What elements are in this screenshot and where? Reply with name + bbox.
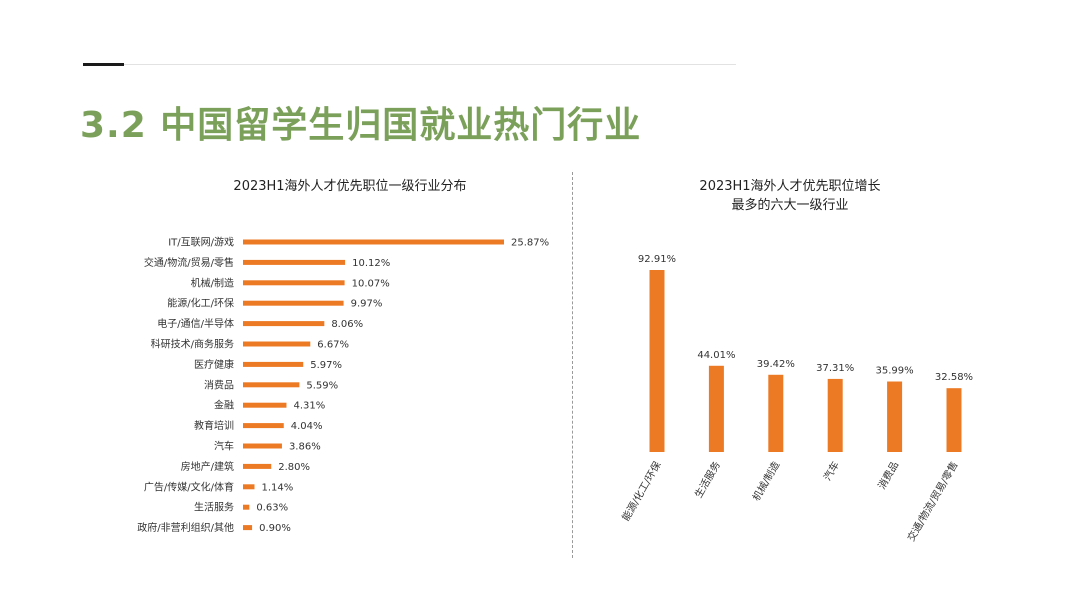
chart-title-line-1: 2023H1海外人才优先职位增长 [699,179,880,194]
value-label: 6.67% [317,340,349,351]
category-label: 金融 [214,399,234,412]
industry-distribution-chart: 2023H1海外人才优先职位一级行业分布 IT/互联网/游戏 25.87% 交通/物… [137,179,549,534]
value-label: 5.97% [310,360,342,371]
category-label: 消费品 [875,459,901,491]
bar [243,382,300,388]
growth-industries-chart: 2023H1海外人才优先职位增长 最多的六大一级行业 92.91% 能源/化工/环… [619,179,973,544]
bar [708,365,724,452]
title-accent-line [83,63,124,66]
value-label: 2.80% [278,462,310,473]
value-label: 37.31% [816,363,854,374]
bar [243,341,311,347]
chart-divider [572,172,573,558]
category-label: 汽车 [214,440,234,453]
category-label: 能源/化工/环保 [619,459,664,523]
value-label: 9.97% [351,299,383,310]
category-label: 交通/物流/贸易/零售 [144,256,234,269]
value-label: 3.86% [289,442,321,453]
value-label: 35.99% [876,365,914,376]
category-label: 政府/非营利组织/其他 [137,521,234,534]
bar [243,504,250,510]
bar [243,361,304,367]
value-label: 0.90% [259,523,291,534]
bar [243,280,345,286]
value-label: 5.59% [306,380,338,391]
category-label: 电子/通信/半导体 [157,317,234,330]
category-label: 广告/传媒/文化/体育 [144,480,234,493]
value-label: 0.63% [256,503,288,514]
bar [243,484,255,490]
bar [243,402,287,408]
category-label: 教育培训 [194,419,234,432]
category-label: 机械/制造 [749,459,782,503]
bar [946,388,962,452]
bar [243,463,272,469]
bar [243,259,346,265]
bar [827,378,843,452]
category-label: IT/互联网/游戏 [168,236,234,249]
value-label: 32.58% [935,372,973,383]
bar [649,270,665,452]
category-label: 能源/化工/环保 [167,297,234,310]
value-label: 1.14% [262,482,294,493]
value-label: 92.91% [638,254,676,265]
bar [243,300,344,306]
bar [243,321,325,327]
category-label: 医疗健康 [194,358,234,371]
category-label: 房地产/建筑 [181,460,234,473]
header-rule [124,64,736,65]
category-label: 机械/制造 [191,276,234,289]
value-label: 10.12% [352,258,390,269]
chart-title-line-2: 最多的六大一级行业 [731,197,848,213]
value-label: 25.87% [511,238,549,249]
value-label: 4.04% [291,421,323,432]
bar [243,423,284,429]
value-label: 10.07% [352,278,390,289]
bar [243,525,253,531]
category-label: 生活服务 [194,501,234,514]
category-label: 生活服务 [692,459,723,500]
category-label: 科研技术/商务服务 [151,338,234,351]
bar [243,239,504,245]
bar [243,443,282,449]
value-label: 44.01% [697,350,735,361]
category-label: 汽车 [821,459,842,483]
bar [887,381,903,452]
category-label: 交通/物流/贸易/零售 [904,459,960,544]
value-label: 4.31% [293,401,325,412]
chart-title: 2023H1海外人才优先职位一级行业分布 [233,179,466,194]
bar [768,374,784,452]
value-label: 8.06% [331,319,363,330]
category-label: 消费品 [204,378,234,391]
value-label: 39.42% [757,359,795,370]
page-title: 3.2 中国留学生归国就业热门行业 [80,105,642,146]
